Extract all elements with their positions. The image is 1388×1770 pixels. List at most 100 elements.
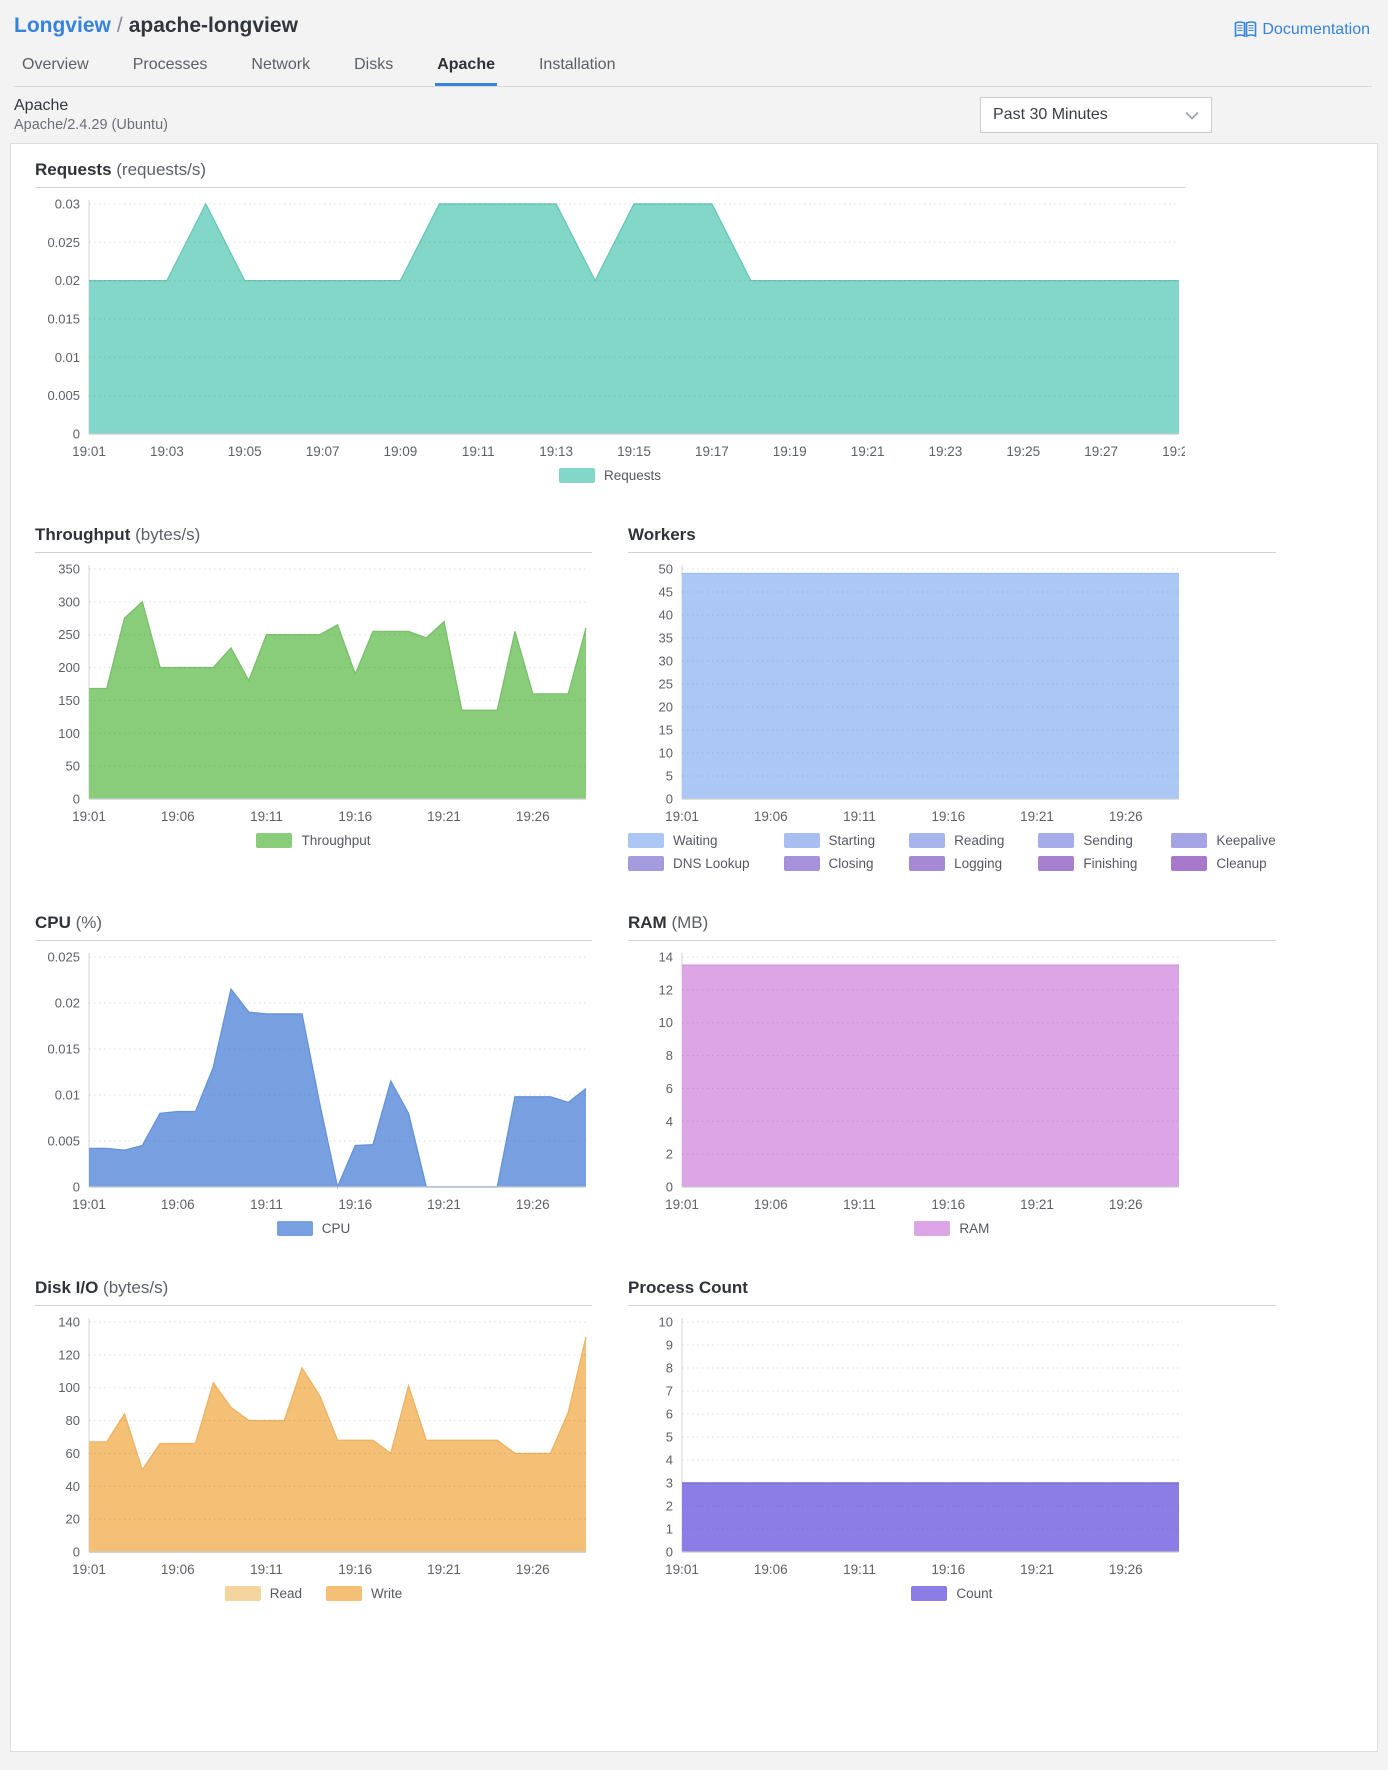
svg-text:19:01: 19:01	[665, 1562, 699, 1577]
legend-swatch	[1171, 833, 1208, 848]
legend-item-ram: RAM	[914, 1221, 989, 1236]
svg-text:25: 25	[659, 677, 673, 692]
legend-swatch	[1171, 856, 1208, 871]
tab-processes[interactable]: Processes	[132, 56, 208, 73]
tab-installation[interactable]: Installation	[538, 56, 616, 73]
svg-text:80: 80	[66, 1413, 80, 1428]
svg-text:19:06: 19:06	[754, 809, 788, 824]
svg-text:1: 1	[666, 1522, 673, 1537]
svg-text:19:11: 19:11	[250, 1197, 283, 1212]
svg-text:0: 0	[73, 1545, 80, 1560]
process-count-chart-title: Process Count	[628, 1278, 1276, 1306]
svg-text:19:21: 19:21	[427, 1197, 461, 1212]
svg-text:0: 0	[666, 1545, 673, 1560]
disk-series-write-area	[89, 1336, 586, 1552]
svg-text:19:06: 19:06	[754, 1197, 788, 1212]
svg-text:100: 100	[58, 726, 80, 741]
svg-text:19:01: 19:01	[72, 809, 106, 824]
svg-text:140: 140	[58, 1315, 80, 1330]
svg-text:19:06: 19:06	[161, 809, 195, 824]
documentation-link[interactable]: Documentation	[1234, 20, 1370, 39]
chart-unit-text: (MB)	[671, 913, 709, 932]
legend-item-finishing: Finishing	[1038, 856, 1137, 871]
svg-text:120: 120	[58, 1347, 80, 1362]
svg-text:0.005: 0.005	[47, 388, 80, 403]
tab-network[interactable]: Network	[251, 56, 311, 73]
svg-text:5: 5	[666, 769, 673, 784]
process-count-chart-panel: Process Count 0 1 2 3 4 5 6 7 8 9 10 19:01 19:06 19:1…	[628, 1278, 1276, 1601]
process-chart-svg: 0 1 2 3 4 5 6 7 8 9 10 19:01 19:06 19:11 19:16 19:21 19:…	[659, 1315, 1179, 1577]
chart-unit-text: (%)	[75, 913, 103, 932]
tab-disks[interactable]: Disks	[354, 56, 394, 73]
svg-text:20: 20	[659, 700, 673, 715]
ram-chart: 0 2 4 6 8 10 12 14 19:01 19:06 19:11 19:16 19:21 19:2…	[628, 945, 1276, 1217]
svg-text:19:15: 19:15	[617, 444, 651, 459]
svg-text:19:25: 19:25	[1006, 444, 1040, 459]
svg-text:45: 45	[659, 585, 673, 600]
svg-text:5: 5	[666, 1430, 673, 1445]
chart-title-text: Requests	[35, 160, 112, 179]
process-count-chart: 0 1 2 3 4 5 6 7 8 9 10 19:01 19:06 19:11 19:16 19:21 19:…	[628, 1310, 1276, 1582]
svg-text:19:21: 19:21	[851, 444, 885, 459]
legend-label: Finishing	[1083, 856, 1138, 871]
svg-text:10: 10	[659, 746, 673, 761]
charts-card: Requests (requests/s) 0 0.005 0.01 0.015 0.0…	[10, 143, 1378, 1752]
legend-swatch	[909, 856, 946, 871]
legend-swatch	[628, 833, 664, 848]
svg-text:19:06: 19:06	[754, 1562, 788, 1577]
svg-text:0.015: 0.015	[47, 312, 80, 327]
cpu-series-cpu-area	[89, 989, 586, 1187]
legend-swatch	[326, 1586, 362, 1601]
svg-text:19:01: 19:01	[665, 809, 699, 824]
section-title: Apache	[14, 97, 69, 114]
svg-text:0: 0	[666, 792, 673, 807]
svg-text:19:11: 19:11	[843, 809, 876, 824]
svg-text:6: 6	[666, 1081, 673, 1096]
svg-text:19:11: 19:11	[462, 444, 495, 459]
svg-text:19:01: 19:01	[72, 1562, 106, 1577]
svg-text:10: 10	[659, 1015, 673, 1030]
svg-text:0.02: 0.02	[55, 273, 80, 288]
breadcrumb-longview-link[interactable]: Longview	[14, 14, 111, 37]
svg-text:19:13: 19:13	[539, 444, 573, 459]
svg-text:150: 150	[58, 693, 80, 708]
svg-text:15: 15	[659, 723, 673, 738]
subheader: Apache Apache/2.4.29 (Ubuntu) Past 30 Mi…	[0, 87, 1388, 143]
page-header: Longview / apache-longview Documentation O…	[0, 0, 1388, 87]
legend-item-read: Read	[224, 1586, 302, 1601]
svg-text:19:03: 19:03	[150, 444, 184, 459]
ram-chart-title: RAM (MB)	[628, 913, 1276, 941]
chart-title-text: Disk I/O	[35, 1278, 99, 1297]
svg-text:19:27: 19:27	[1084, 444, 1118, 459]
charts-grid: Throughput (bytes/s) 0 50 100 150 200 250 300 3…	[35, 525, 1276, 1601]
legend-item-count: Count	[911, 1586, 992, 1601]
legend-label: Read	[269, 1586, 302, 1601]
ram-legend: RAM	[628, 1221, 1276, 1236]
disk-io-chart-title: Disk I/O (bytes/s)	[35, 1278, 592, 1306]
svg-text:40: 40	[659, 608, 673, 623]
svg-text:19:19: 19:19	[773, 444, 807, 459]
legend-swatch	[783, 833, 820, 848]
svg-text:50: 50	[659, 562, 673, 577]
svg-text:19:26: 19:26	[516, 809, 550, 824]
svg-text:50: 50	[66, 759, 80, 774]
svg-text:0.025: 0.025	[47, 235, 80, 250]
svg-text:7: 7	[666, 1384, 673, 1399]
tab-overview[interactable]: Overview	[22, 56, 89, 73]
svg-text:19:05: 19:05	[228, 444, 262, 459]
chart-title-text: RAM	[628, 913, 667, 932]
svg-text:19:07: 19:07	[306, 444, 340, 459]
requests-series-requests-area	[89, 204, 1179, 434]
requests-chart-panel: Requests (requests/s) 0 0.005 0.01 0.015 0.0…	[35, 160, 1185, 483]
svg-text:19:17: 19:17	[695, 444, 729, 459]
tab-apache[interactable]: Apache	[435, 50, 497, 86]
cpu-chart-title: CPU (%)	[35, 913, 592, 941]
svg-text:350: 350	[58, 562, 80, 577]
svg-text:2: 2	[666, 1499, 673, 1514]
time-range-select[interactable]: Past 30 Minutes	[980, 97, 1212, 133]
workers-legend: Waiting Starting Reading Sending Keepalive DN…	[628, 833, 1276, 871]
svg-text:19:21: 19:21	[1020, 1562, 1054, 1577]
legend-item-requests: Requests	[558, 468, 661, 483]
tab-bar: Overview Processes Network Disks Apache …	[14, 50, 1372, 87]
ram-chart-svg: 0 2 4 6 8 10 12 14 19:01 19:06 19:11 19:16 19:21 19:2…	[659, 950, 1179, 1212]
